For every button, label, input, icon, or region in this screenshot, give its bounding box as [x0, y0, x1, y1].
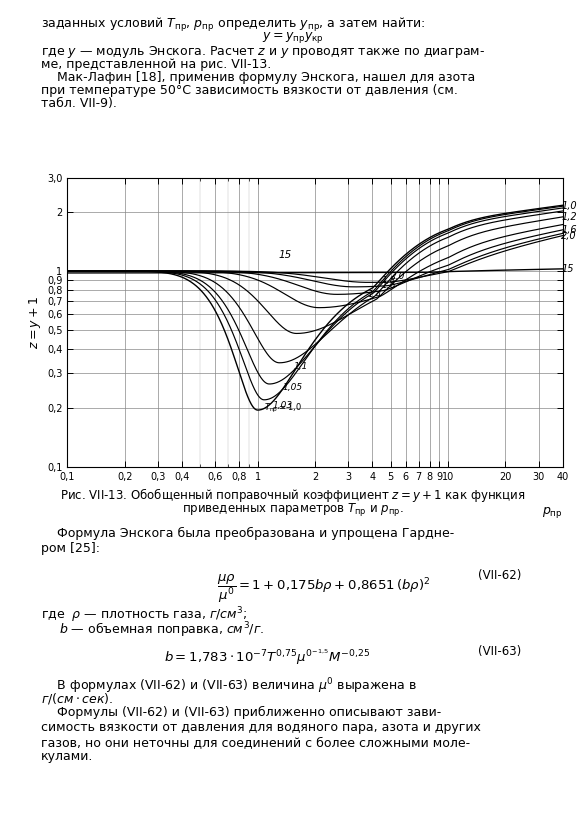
Text: 1,2: 1,2 — [561, 212, 577, 222]
Text: 1,1: 1,1 — [294, 362, 308, 371]
Text: 1,05: 1,05 — [282, 383, 302, 392]
Text: (VII-63): (VII-63) — [478, 645, 522, 658]
Text: 1,8: 1,8 — [382, 276, 396, 285]
Text: ме, представленной на рис. VII-13.: ме, представленной на рис. VII-13. — [41, 58, 271, 71]
Text: заданных условий $T_{\rm пр}$, $p_{\rm пр}$ определить $y_{\rm пр}$, а затем най: заданных условий $T_{\rm пр}$, $p_{\rm п… — [41, 16, 425, 35]
Text: 2,0: 2,0 — [561, 231, 577, 241]
Text: В формулах (VII-62) и (VII-63) величина $\mu^0$ выражена в: В формулах (VII-62) и (VII-63) величина … — [41, 677, 417, 696]
Text: $p_{\rm пр}$: $p_{\rm пр}$ — [542, 505, 563, 520]
Text: $\dfrac{\mu\rho}{\mu^0} = 1 + 0{,}175b\rho + 0{,}8651\,(b\rho)^2$: $\dfrac{\mu\rho}{\mu^0} = 1 + 0{,}175b\r… — [217, 573, 430, 605]
Text: (VII-62): (VII-62) — [478, 569, 522, 582]
Text: 15: 15 — [279, 250, 292, 261]
Text: $b = 1{,}783 \cdot 10^{-7} T^{0{,}75} \mu^{0^{-1{,}5}} M^{-0{,}25}$: $b = 1{,}783 \cdot 10^{-7} T^{0{,}75} \m… — [164, 647, 370, 667]
Text: приведенных параметров $T_{\rm пр}$ и $p_{\rm пр}$.: приведенных параметров $T_{\rm пр}$ и $p… — [182, 501, 404, 518]
Text: Мак-Лафин [18], применив формулу Энскога, нашел для азота: Мак-Лафин [18], применив формулу Энскога… — [41, 71, 475, 84]
Text: Формула Энскога была преобразована и упрощена Гардне-: Формула Энскога была преобразована и упр… — [41, 527, 454, 540]
Text: $b$ — объемная поправка, $см^3/г$.: $b$ — объемная поправка, $см^3/г$. — [59, 621, 264, 640]
Text: 1,0: 1,0 — [561, 201, 577, 210]
Text: табл. VII-9).: табл. VII-9). — [41, 97, 117, 110]
Text: 1,4: 1,4 — [368, 289, 383, 298]
Text: кулами.: кулами. — [41, 750, 93, 764]
Text: ром [25]:: ром [25]: — [41, 542, 100, 555]
Text: 1,03: 1,03 — [272, 401, 293, 410]
Text: 2,0: 2,0 — [391, 272, 405, 281]
Y-axis label: $z = y + 1$: $z = y + 1$ — [27, 296, 43, 349]
Text: 15: 15 — [561, 264, 574, 274]
Text: 1,6: 1,6 — [561, 225, 577, 235]
Text: где $y$ — модуль Энскога. Расчет $z$ и $y$ проводят также по диаграм-: где $y$ — модуль Энскога. Расчет $z$ и $… — [41, 44, 485, 60]
Text: где  $\rho$ — плотность газа, $г/см^3$;: где $\rho$ — плотность газа, $г/см^3$; — [41, 606, 247, 626]
Text: газов, но они неточны для соединений с более сложными моле-: газов, но они неточны для соединений с б… — [41, 736, 470, 749]
Text: Рис. VII-13. Обобщенный поправочный коэффициент $z = y + 1$ как функция: Рис. VII-13. Обобщенный поправочный коэф… — [60, 486, 526, 504]
Text: симость вязкости от давления для водяного пара, азота и других: симость вязкости от давления для водяног… — [41, 721, 481, 734]
Text: $г/(см \cdot сек)$.: $г/(см \cdot сек)$. — [41, 691, 114, 706]
Text: $T_{\rm пр}{=}1{,}0$: $T_{\rm пр}{=}1{,}0$ — [264, 402, 302, 415]
Text: Формулы (VII-62) и (VII-63) приближенно описывают зави-: Формулы (VII-62) и (VII-63) приближенно … — [41, 706, 441, 719]
Text: при температуре 50°C зависимость вязкости от давления (см.: при температуре 50°C зависимость вязкост… — [41, 84, 458, 97]
Text: $y = y_{\rm пр} y_{\rm кр}$: $y = y_{\rm пр} y_{\rm кр}$ — [262, 30, 324, 45]
Text: 1,6: 1,6 — [382, 280, 396, 289]
